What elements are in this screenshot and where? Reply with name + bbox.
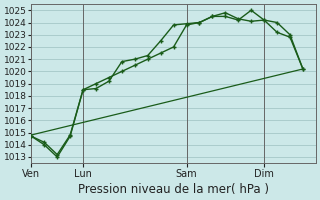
X-axis label: Pression niveau de la mer( hPa ): Pression niveau de la mer( hPa ) xyxy=(78,183,269,196)
